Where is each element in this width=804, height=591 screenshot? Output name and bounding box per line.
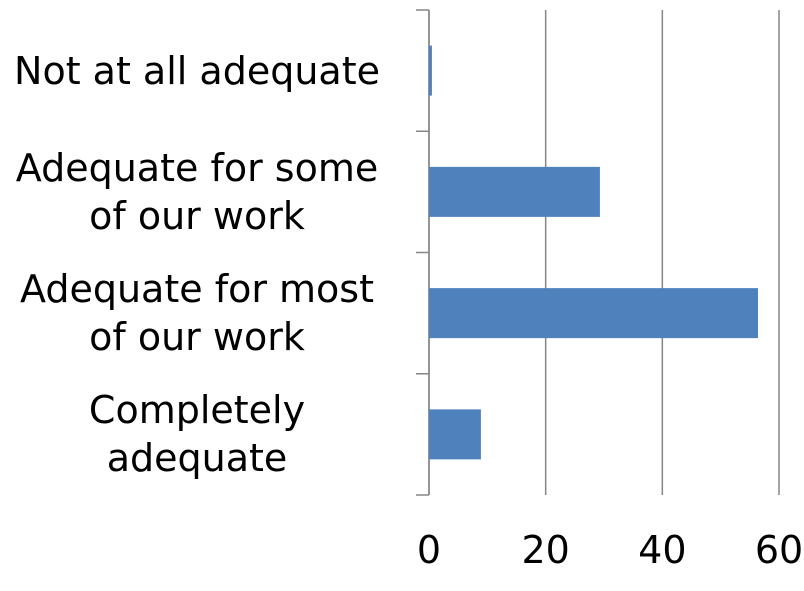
bar (429, 288, 758, 339)
y-tick-label: Not at all adequate (14, 48, 380, 93)
bar (429, 409, 481, 460)
bar (429, 45, 432, 96)
x-tick-label: 60 (755, 528, 803, 572)
y-tick-label: Completely adequate (88, 388, 306, 481)
x-tick-label: 20 (521, 528, 569, 572)
y-tick-label: Adequate for most of our work (20, 267, 374, 360)
x-tick-label: 40 (638, 528, 686, 572)
y-tick-label: Adequate for some of our work (15, 145, 379, 238)
x-tick-label: 0 (417, 528, 441, 572)
bar (429, 166, 600, 217)
